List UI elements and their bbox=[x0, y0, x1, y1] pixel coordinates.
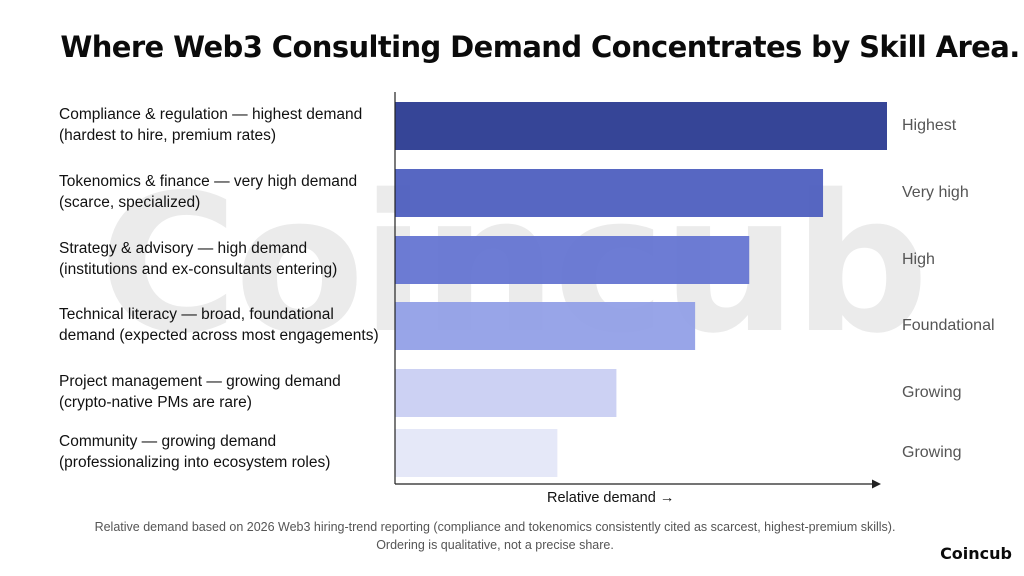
category-label-line-2: (institutions and ex-consultants enterin… bbox=[59, 261, 338, 278]
category-label-line-2: (scarce, specialized) bbox=[59, 194, 201, 211]
category-label-line-2: (professionalizing into ecosystem roles) bbox=[59, 454, 331, 471]
category-label: Project management — growing demand (cryp… bbox=[59, 371, 389, 413]
category-label-line-1: Community — growing demand bbox=[59, 433, 277, 450]
category-label-line-1: Project management — growing demand bbox=[59, 373, 341, 390]
bar-6 bbox=[395, 429, 558, 477]
footnote-line-1: Relative demand based on 2026 Web3 hirin… bbox=[94, 520, 896, 534]
bar-group bbox=[395, 102, 887, 477]
bar-2 bbox=[395, 169, 824, 217]
category-label: Tokenomics & finance — very high demand (… bbox=[59, 171, 389, 213]
demand-level-label: Growing bbox=[902, 444, 962, 461]
brand-logo-text: Coincub bbox=[940, 544, 1012, 563]
category-label-line-1: Technical literacy — broad, foundational bbox=[59, 306, 334, 323]
bar-1 bbox=[395, 102, 887, 150]
category-label-line-2: demand (expected across most engagements… bbox=[59, 327, 379, 344]
bar-3 bbox=[395, 236, 750, 284]
chart-title: Where Web3 Consulting Demand Concentrate… bbox=[60, 30, 1020, 64]
demand-level-label: Growing bbox=[902, 384, 962, 401]
demand-level-label: Highest bbox=[902, 117, 957, 134]
category-label-line-1: Strategy & advisory — high demand bbox=[59, 240, 308, 257]
category-label: Technical literacy — broad, foundational… bbox=[59, 304, 389, 346]
demand-level-label: Very high bbox=[902, 184, 969, 201]
category-label: Strategy & advisory — high demand (instit… bbox=[59, 238, 389, 280]
x-axis-label: Relative demand → bbox=[547, 490, 675, 506]
category-label: Community — growing demand (professionali… bbox=[59, 431, 389, 473]
footnote-line-2: Ordering is qualitative, not a precise s… bbox=[376, 538, 614, 552]
category-label-line-2: (crypto-native PMs are rare) bbox=[59, 394, 252, 411]
category-label-line-1: Tokenomics & finance — very high demand bbox=[59, 173, 358, 190]
bar-4 bbox=[395, 302, 696, 350]
bar-5 bbox=[395, 369, 617, 417]
footnote: Relative demand based on 2026 Web3 hirin… bbox=[0, 518, 990, 554]
category-label-line-1: Compliance & regulation — highest demand bbox=[59, 106, 363, 123]
demand-level-label: Foundational bbox=[902, 317, 995, 334]
category-label: Compliance & regulation — highest demand… bbox=[59, 104, 389, 146]
category-label-line-2: (hardest to hire, premium rates) bbox=[59, 127, 277, 144]
x-axis-arrowhead bbox=[872, 479, 881, 489]
demand-level-label: High bbox=[902, 251, 935, 268]
